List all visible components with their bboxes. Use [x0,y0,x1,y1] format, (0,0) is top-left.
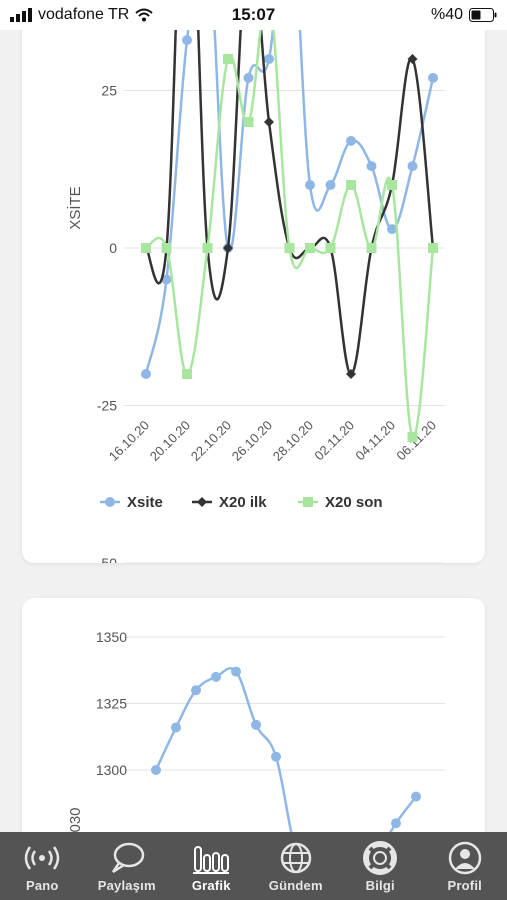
battery-percent: %40 [430,6,463,23]
data-point [182,369,192,379]
y-tick-label: 0 [109,240,117,256]
x-tick-label: 26.10.20 [229,418,275,464]
clock: 15:07 [231,5,276,24]
x-tick-label: 02.11.20 [311,418,357,464]
lifebuoy-icon [360,840,400,876]
tab-label: Bilgi [365,878,395,893]
series-line-3 [145,0,435,439]
data-point [325,243,336,253]
tab-grafik[interactable]: Grafik [169,832,254,900]
wifi-icon [135,8,153,22]
data-point [428,72,438,83]
tab-label: Pano [25,878,59,893]
status-right: %40 [431,6,497,24]
data-point [387,224,397,235]
data-point [305,243,315,253]
tab-pano[interactable]: Pano [0,832,85,900]
user-icon [445,840,485,876]
data-point [366,243,377,253]
legend-marker [105,497,115,507]
secondary-line-chart: 1350132513001275030 [67,629,445,877]
tab-label: Profil [447,878,482,893]
y-tick-label: 1350 [96,629,127,645]
data-point [243,72,254,83]
carrier-name: vodafone TR [38,6,130,23]
y-tick-label: -50 [97,555,117,563]
y-tick-label: 25 [101,83,117,99]
x-tick-label: 04.11.20 [352,418,398,464]
data-point [223,54,233,64]
chat-bubble-icon [107,840,147,876]
x-tick-label: 22.10.20 [188,418,234,464]
data-point [264,54,274,64]
data-point [411,791,421,802]
data-point [231,666,241,677]
y-tick-label: 1325 [96,696,127,712]
data-point [264,117,274,127]
data-point [223,243,233,253]
status-bar: vodafone TR 15:07 %40 [0,0,507,30]
data-point [407,161,418,172]
y-tick-label: 1300 [96,762,127,778]
bottom-tab-bar: Pano Paylaşım Grafik [0,832,507,900]
y-axis-label: XSİTE [66,186,84,229]
legend-label: X20 ilk [219,494,267,511]
tab-label: Paylaşım [97,878,156,893]
status-left: vodafone TR [10,6,153,24]
tab-gundem[interactable]: Gündem [254,832,339,900]
data-point [428,243,438,253]
chart-card-secondary: 1350132513001275030 [22,598,485,877]
tab-paylasim[interactable]: Paylaşım [85,832,170,900]
chart-card-xsite: 50250-25-50XSİTE16.10.2020.10.2022.10.20… [22,0,485,571]
series-line-2 [144,0,435,376]
data-point [346,180,356,190]
data-point [182,35,192,46]
data-point [407,54,418,64]
legend-label: Xsite [127,494,163,511]
tab-label: Grafik [191,878,231,893]
tab-label: Gündem [268,878,323,893]
data-point [391,818,401,829]
legend-marker [303,497,313,507]
data-point [211,671,221,682]
data-point [191,685,201,696]
data-point [284,243,295,253]
data-point [243,117,254,127]
data-point [325,180,336,190]
bar-chart-icon [191,840,231,876]
y-tick-label: -25 [97,398,117,414]
x-tick-label: 16.10.20 [106,418,152,464]
tab-profil[interactable]: Profil [423,832,507,900]
data-point [305,180,315,190]
y-axis-label: 030 [67,807,84,832]
data-point [161,243,172,253]
data-point [387,180,397,190]
data-point [161,274,172,285]
data-point [141,369,151,379]
data-point [171,722,181,733]
data-point [346,135,356,146]
xsite-line-chart: 50250-25-50XSİTE16.10.2020.10.2022.10.20… [66,0,445,571]
data-point [366,161,377,172]
data-point [141,243,151,253]
series-line [154,667,417,873]
x-tick-label: 20.10.20 [147,418,193,464]
data-point [151,765,161,775]
data-point [407,432,418,442]
legend-label: X20 son [325,494,383,511]
data-point [202,243,213,253]
data-point [346,369,356,379]
broadcast-icon [22,840,62,876]
legend-marker [197,497,207,507]
x-tick-label: 28.10.20 [270,418,316,464]
globe-icon [276,840,316,876]
data-point [271,751,281,762]
battery-icon [469,8,497,22]
data-point [251,719,261,730]
tab-bilgi[interactable]: Bilgi [338,832,423,900]
signal-bars-icon [10,8,32,22]
